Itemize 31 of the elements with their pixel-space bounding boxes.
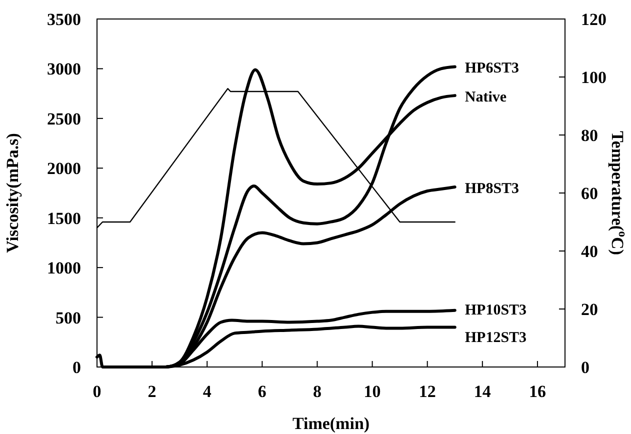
series-label: Native [464,90,507,106]
y2-tick-label: 20 [581,300,598,319]
series-label: HP10ST3 [464,302,527,318]
x-tick-label: 0 [92,382,102,401]
x-tick-label: 8 [312,382,322,401]
y-tick-label: 3500 [47,10,81,29]
series-label: HP12ST3 [464,330,527,346]
series-label: HP6ST3 [464,60,520,77]
x-tick-label: 16 [528,382,546,401]
y2-tick-label: 40 [581,242,598,261]
y2-tick-label: 100 [581,68,606,87]
y-axis-title: Viscosity(mPa.s) [3,133,22,253]
x-tick-label: 6 [258,382,266,401]
x-tick-label: 4 [202,382,212,401]
x-tick-label: 12 [418,382,436,401]
y2-tick-label: 60 [581,184,598,203]
y2-tick-label: 0 [581,358,590,377]
y-tick-label: 0 [72,358,81,377]
y-tick-label: 2000 [47,159,81,178]
series-label: HP8ST3 [464,181,520,198]
y2-tick-label: 80 [581,126,598,145]
y-tick-label: 2500 [47,109,81,128]
x-tick-label: 2 [148,382,156,401]
y2-tick-label: 120 [581,10,606,29]
y-tick-label: 3000 [47,60,81,79]
y-tick-label: 1500 [47,208,81,228]
y-tick-label: 1000 [47,258,81,278]
x-axis-title: Time(min) [292,414,370,433]
x-tick-label: 14 [474,382,492,401]
y-tick-label: 500 [56,308,81,328]
x-tick-label: 10 [364,382,381,401]
